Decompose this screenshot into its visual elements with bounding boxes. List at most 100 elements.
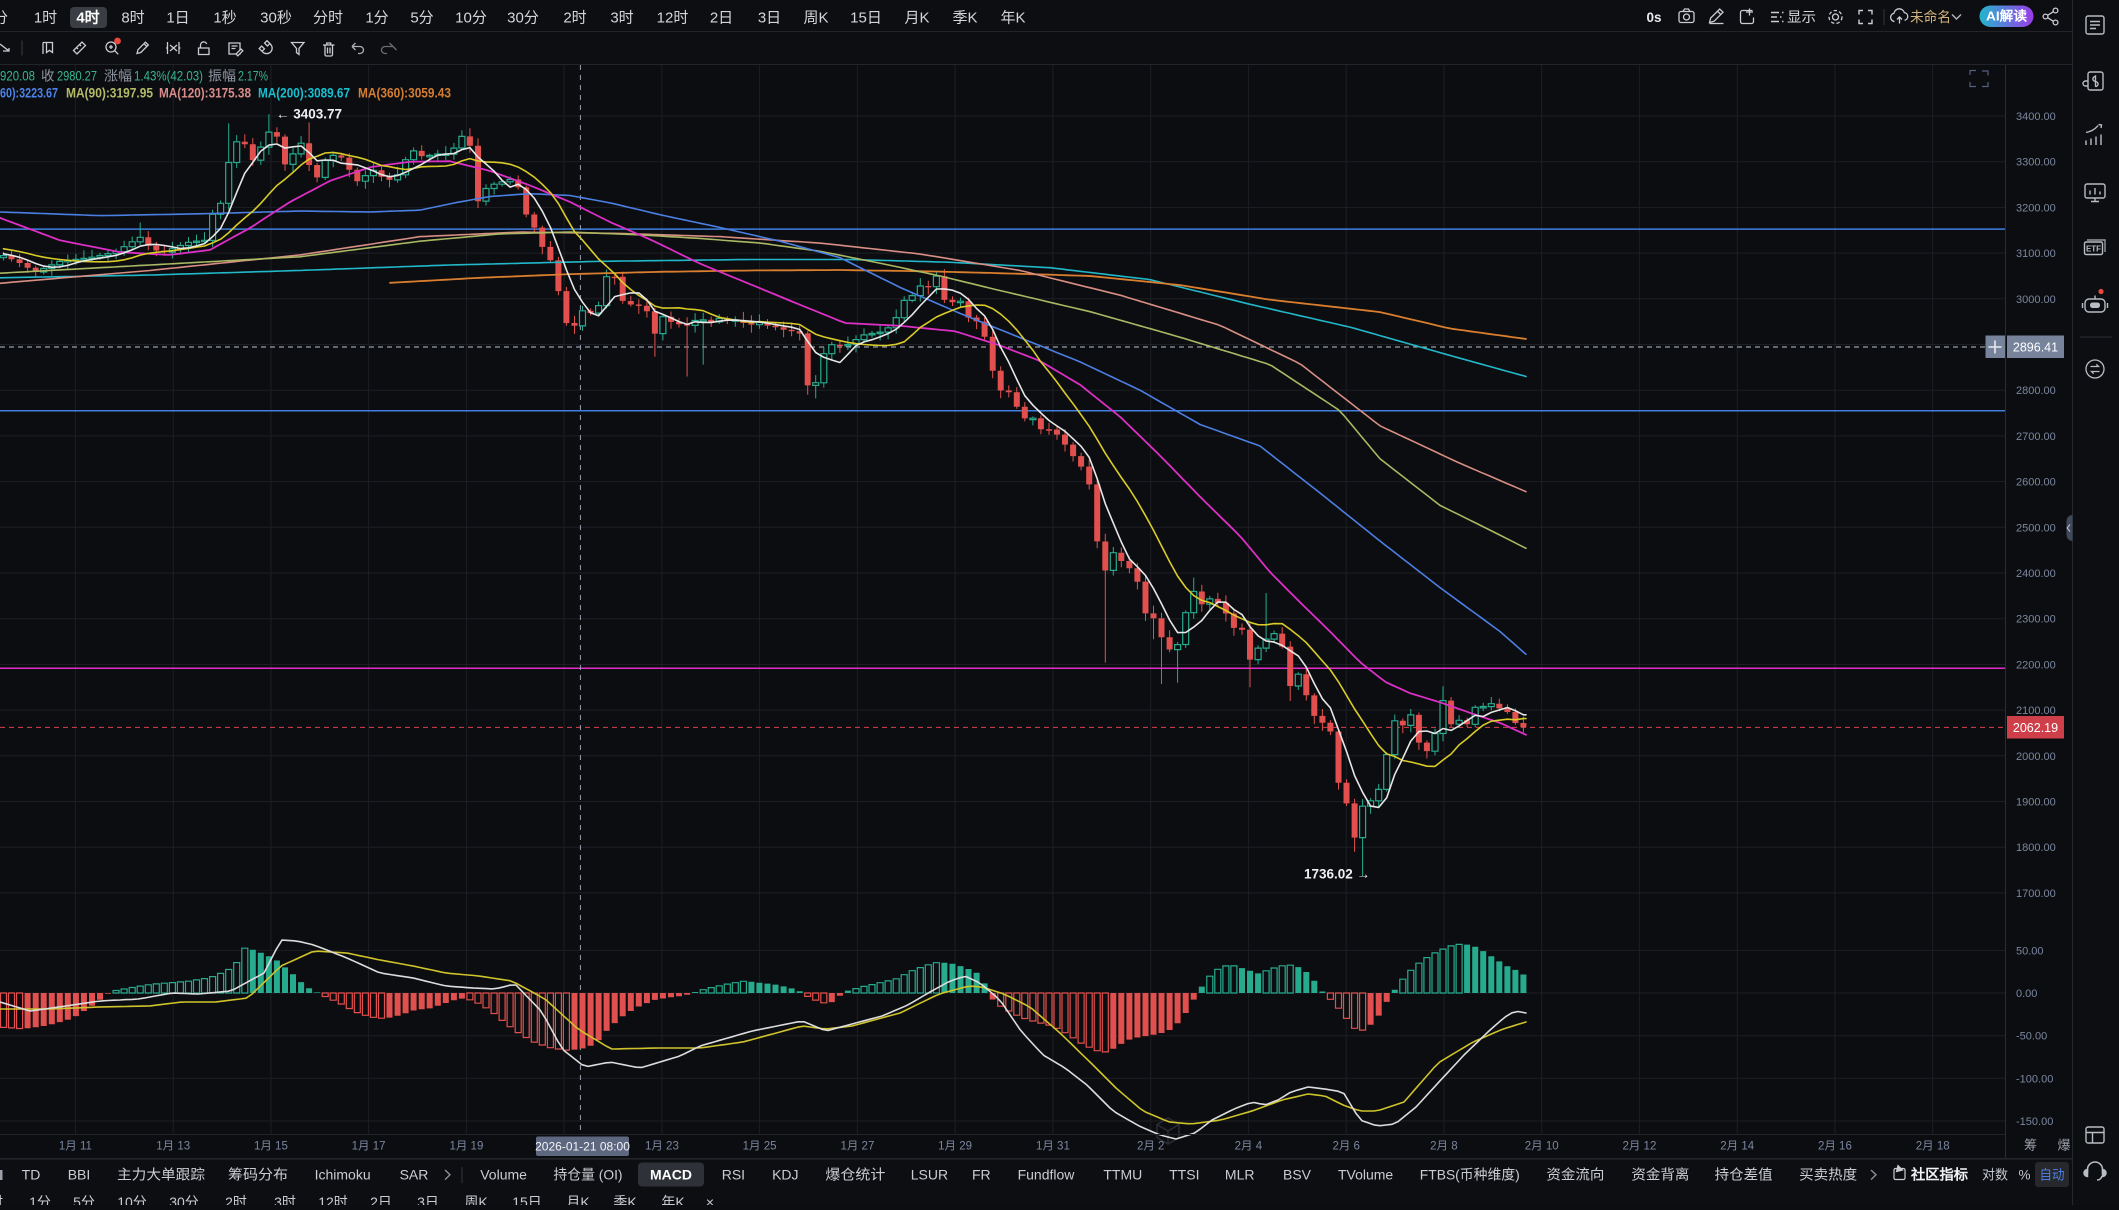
svg-text:AI解读: AI解读	[1986, 9, 2027, 24]
svg-text:BSV: BSV	[1283, 1167, 1312, 1183]
svg-text:分时: 分时	[313, 10, 343, 27]
svg-text:3100.00: 3100.00	[2016, 248, 2056, 260]
svg-text:涨幅: 涨幅	[104, 69, 132, 84]
svg-text:4时: 4时	[76, 10, 99, 27]
svg-text:30秒: 30秒	[260, 10, 292, 27]
svg-text:爆仓统计: 爆仓统计	[825, 1167, 885, 1183]
svg-text:MACD: MACD	[650, 1167, 692, 1183]
svg-text:MA(200):3089.67: MA(200):3089.67	[258, 86, 350, 101]
svg-text:2100.00: 2100.00	[2016, 705, 2056, 717]
svg-text:2200.00: 2200.00	[2016, 659, 2056, 671]
svg-text:筹: 筹	[2024, 1138, 2037, 1153]
svg-text:2400.00: 2400.00	[2016, 568, 2056, 580]
svg-text:季K: 季K	[952, 10, 977, 27]
svg-text:年K: 年K	[1000, 10, 1025, 27]
svg-text:-150.00: -150.00	[2016, 1116, 2053, 1128]
svg-text:爆: 爆	[2057, 1138, 2070, 1153]
svg-text:2月 16: 2月 16	[1818, 1141, 1852, 1153]
svg-text:MLR: MLR	[1225, 1167, 1255, 1183]
svg-text:季K: 季K	[613, 1194, 637, 1205]
svg-text:KDJ: KDJ	[772, 1167, 798, 1183]
svg-text:5分: 5分	[73, 1194, 95, 1205]
svg-text:2月 2: 2月 2	[1137, 1141, 1165, 1153]
svg-text:2日: 2日	[370, 1194, 392, 1205]
svg-text:主力大单跟踪: 主力大单跟踪	[117, 1167, 205, 1183]
svg-text:1.43%(42.03): 1.43%(42.03)	[134, 69, 203, 84]
svg-text:MA(120):3175.38: MA(120):3175.38	[159, 86, 251, 101]
svg-text:2.17%: 2.17%	[238, 69, 268, 84]
svg-text:持仓量 (OI): 持仓量 (OI)	[554, 1167, 623, 1183]
svg-text:自动: 自动	[2040, 1168, 2065, 1183]
svg-text:15日: 15日	[850, 10, 882, 27]
svg-text:%: %	[2018, 1168, 2030, 1183]
svg-text:2月 8: 2月 8	[1430, 1141, 1458, 1153]
svg-text:Fundflow: Fundflow	[1018, 1167, 1076, 1183]
svg-text:1月 13: 1月 13	[156, 1141, 190, 1153]
svg-text:2月 4: 2月 4	[1235, 1141, 1263, 1153]
svg-text:MA(90):3197.95: MA(90):3197.95	[66, 86, 153, 101]
svg-text:2月 12: 2月 12	[1622, 1141, 1656, 1153]
svg-text:920.08: 920.08	[0, 69, 35, 84]
svg-text:2980.27: 2980.27	[57, 69, 97, 84]
svg-text:月K: 月K	[566, 1194, 590, 1205]
svg-text:社区指标: 社区指标	[1910, 1167, 1968, 1183]
svg-text:2时: 2时	[563, 10, 586, 27]
svg-text:1分: 1分	[29, 1194, 51, 1205]
svg-text:×: ×	[706, 1194, 714, 1205]
svg-text:对数: 对数	[1982, 1168, 2008, 1183]
svg-text:1月 15: 1月 15	[254, 1141, 288, 1153]
svg-text:2月 14: 2月 14	[1720, 1141, 1754, 1153]
svg-text:0.00: 0.00	[2016, 988, 2037, 1000]
svg-text:3000.00: 3000.00	[2016, 294, 2056, 306]
svg-text:2日: 2日	[710, 10, 733, 27]
svg-text:15日: 15日	[512, 1194, 542, 1205]
svg-text:MA(360):3059.43: MA(360):3059.43	[358, 86, 451, 101]
svg-text:1月 17: 1月 17	[352, 1141, 386, 1153]
svg-text:1月 29: 1月 29	[938, 1141, 972, 1153]
svg-text:1900.00: 1900.00	[2016, 797, 2056, 809]
svg-text:60):3223.67: 60):3223.67	[0, 86, 58, 101]
svg-text:1700.00: 1700.00	[2016, 888, 2056, 900]
svg-text:TTMU: TTMU	[1103, 1167, 1142, 1183]
svg-text:10分: 10分	[455, 10, 487, 27]
svg-text:买卖热度: 买卖热度	[1799, 1167, 1857, 1183]
svg-text:30分: 30分	[507, 10, 539, 27]
svg-text:3日: 3日	[417, 1194, 439, 1205]
svg-text:1月 31: 1月 31	[1036, 1141, 1070, 1153]
svg-text:分: 分	[0, 10, 8, 27]
svg-text:1月 27: 1月 27	[840, 1141, 874, 1153]
svg-text:持仓差值: 持仓差值	[1715, 1167, 1773, 1183]
svg-text:2062.19: 2062.19	[2013, 721, 2058, 735]
svg-text:2600.00: 2600.00	[2016, 477, 2056, 489]
svg-text:ETF: ETF	[2086, 245, 2101, 254]
svg-text:FR: FR	[972, 1167, 991, 1183]
svg-text:3300.00: 3300.00	[2016, 157, 2056, 169]
svg-text:2896.41: 2896.41	[2013, 341, 2058, 355]
svg-text:1时: 1时	[34, 10, 57, 27]
svg-text:1分: 1分	[365, 10, 388, 27]
svg-text:3时: 3时	[274, 1194, 296, 1205]
svg-text:1800.00: 1800.00	[2016, 842, 2056, 854]
svg-text:月K: 月K	[904, 10, 929, 27]
svg-text:30分: 30分	[169, 1194, 199, 1205]
svg-text:2300.00: 2300.00	[2016, 614, 2056, 626]
svg-text:2500.00: 2500.00	[2016, 522, 2056, 534]
svg-text:1日: 1日	[166, 10, 189, 27]
svg-text:2700.00: 2700.00	[2016, 431, 2056, 443]
svg-text:SAR: SAR	[400, 1167, 429, 1183]
svg-text:10分: 10分	[117, 1194, 147, 1205]
svg-text:3时: 3时	[610, 10, 633, 27]
svg-text:收: 收	[41, 69, 55, 84]
svg-text:周K: 周K	[803, 10, 828, 27]
svg-text:Volume: Volume	[480, 1167, 527, 1183]
svg-text:2月 10: 2月 10	[1525, 1141, 1559, 1153]
svg-text:-100.00: -100.00	[2016, 1073, 2053, 1085]
svg-text:2月 18: 2月 18	[1916, 1141, 1950, 1153]
svg-text:BBI: BBI	[68, 1167, 91, 1183]
svg-text:1736.02 →: 1736.02 →	[1304, 867, 1370, 882]
svg-text:TVolume: TVolume	[1338, 1167, 1393, 1183]
svg-text:时: 时	[0, 1194, 3, 1205]
svg-text:1月 23: 1月 23	[645, 1141, 679, 1153]
svg-text:0s: 0s	[1646, 10, 1661, 25]
svg-text:1月 19: 1月 19	[449, 1141, 483, 1153]
